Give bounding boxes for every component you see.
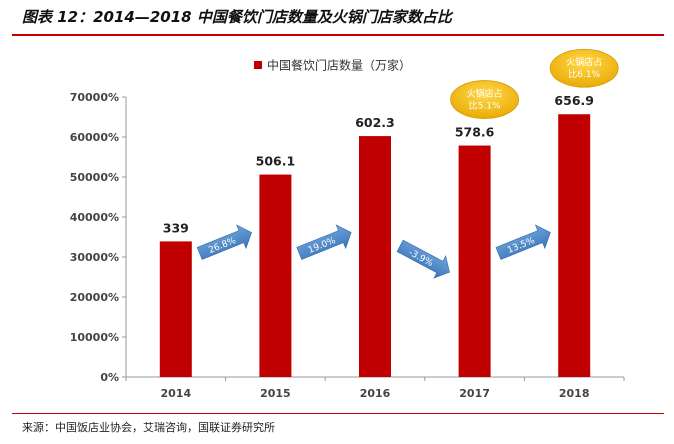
y-tick-label: 60000% [70, 131, 119, 144]
growth-arrow-shape [495, 224, 551, 260]
legend-swatch [254, 61, 262, 69]
bar [359, 136, 391, 377]
balloon-shape [450, 80, 520, 119]
balloon-label-line1: 火锅店占 [467, 88, 503, 100]
growth-arrow-shape [196, 224, 252, 260]
balloon-label-line2: 比6.1% [568, 68, 600, 80]
balloon-shape [549, 48, 619, 88]
balloon-label-line2: 比5.1% [469, 100, 501, 112]
bar [159, 241, 192, 377]
growth-arrow-shape [396, 239, 450, 279]
x-tick-label: 2016 [360, 387, 391, 400]
growth-arrow-shape [296, 224, 352, 260]
value-label: 602.3 [355, 115, 395, 130]
growth-arrow: 26.8% [196, 224, 252, 260]
y-tick-label: 40000% [70, 211, 119, 224]
x-tick-label: 2014 [160, 387, 191, 400]
x-tick-label: 2017 [459, 387, 490, 400]
balloon-label-line1: 火锅店占 [566, 56, 602, 68]
y-tick-label: 20000% [70, 291, 119, 304]
x-tick-label: 2015 [260, 387, 291, 400]
bar [558, 114, 591, 378]
value-label: 656.9 [554, 93, 594, 108]
value-label: 578.6 [455, 125, 495, 140]
title-divider [12, 34, 664, 36]
footer-divider [12, 413, 664, 414]
growth-arrow: 13.5% [495, 224, 551, 260]
y-tick-label: 30000% [70, 251, 119, 264]
y-tick-label: 10000% [70, 331, 119, 344]
growth-arrow: -3.9% [396, 239, 450, 279]
growth-arrow: 19.0% [296, 224, 352, 260]
legend-label: 中国餐饮门店数量（万家） [267, 58, 411, 73]
x-tick-label: 2018 [559, 387, 590, 400]
bar [259, 174, 292, 377]
value-label: 506.1 [256, 154, 296, 169]
bar-chart: 0% 10000% 20000% 30000% 40000% 50000% 60000% 70… [70, 48, 625, 400]
value-label: 339 [163, 220, 189, 235]
y-tick-label: 0% [100, 371, 119, 384]
page-title: 图表 12：2014—2018 中国餐饮门店数量及火锅门店家数占比 [22, 8, 452, 26]
y-tick-label: 50000% [70, 171, 119, 184]
y-tick-label: 70000% [70, 91, 119, 104]
bar [458, 145, 491, 377]
source-note: 来源：中国饭店业协会，艾瑞咨询，国联证券研究所 [22, 421, 275, 434]
